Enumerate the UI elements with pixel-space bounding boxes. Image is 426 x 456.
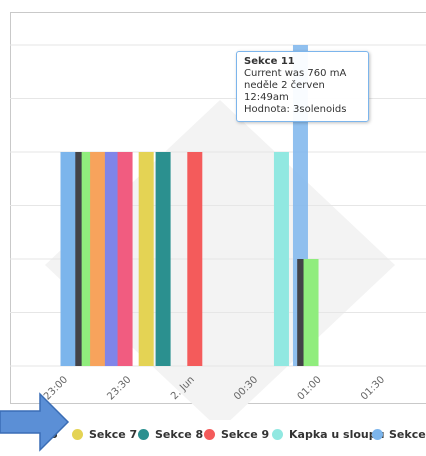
tooltip-line: Hodnota: 3solenoids: [244, 104, 347, 115]
bar[interactable]: [187, 152, 203, 366]
legend-item-kapka-u-sloupu[interactable]: Kapka u sloupu: [272, 428, 384, 441]
tooltip-line: neděle 2 červen 12:49am: [244, 80, 325, 103]
tooltip-line: Current was 760 mA: [244, 68, 347, 79]
bar-chart: 23:00 23:30 2. Jun 00:30 01:00 01:30: [10, 44, 426, 420]
bar[interactable]: [60, 152, 76, 366]
legend-label: Sekce 8: [155, 428, 204, 441]
legend-label: Kapka u sloupu: [289, 428, 385, 441]
legend-item-sekce-7[interactable]: Sekce 7: [72, 428, 137, 441]
legend-dot: [204, 429, 215, 440]
legend: 6 Sekce 7 Sekce 8 Sekce 9 Kapka u sloupu…: [0, 420, 426, 450]
legend-label: Sekce 1: [389, 428, 426, 441]
arrow-icon: [0, 392, 70, 452]
legend-label: Sekce 7: [89, 428, 138, 441]
legend-item-sekce-8[interactable]: Sekce 8: [138, 428, 203, 441]
bars: [60, 45, 319, 366]
bar[interactable]: [155, 152, 171, 366]
x-tick-label: 01:30: [359, 374, 387, 402]
legend-item-sekce-9[interactable]: Sekce 9: [204, 428, 269, 441]
legend-dot: [272, 429, 283, 440]
legend-dot: [372, 429, 383, 440]
legend-label: Sekce 9: [221, 428, 270, 441]
bar[interactable]: [303, 259, 319, 366]
x-tick-label: 01:00: [296, 374, 324, 402]
bar[interactable]: [273, 152, 289, 366]
x-tick-label: 23:30: [105, 374, 133, 402]
tooltip: Sekce 11 Current was 760 mA neděle 2 čer…: [236, 51, 369, 122]
legend-dot: [138, 429, 149, 440]
legend-dot: [72, 429, 83, 440]
tooltip-title: Sekce 11: [244, 56, 295, 67]
legend-item-sekce-1[interactable]: Sekce 1: [372, 428, 426, 441]
bar[interactable]: [138, 152, 154, 366]
bar[interactable]: [104, 152, 120, 366]
bar[interactable]: [90, 152, 106, 366]
bar[interactable]: [117, 152, 133, 366]
